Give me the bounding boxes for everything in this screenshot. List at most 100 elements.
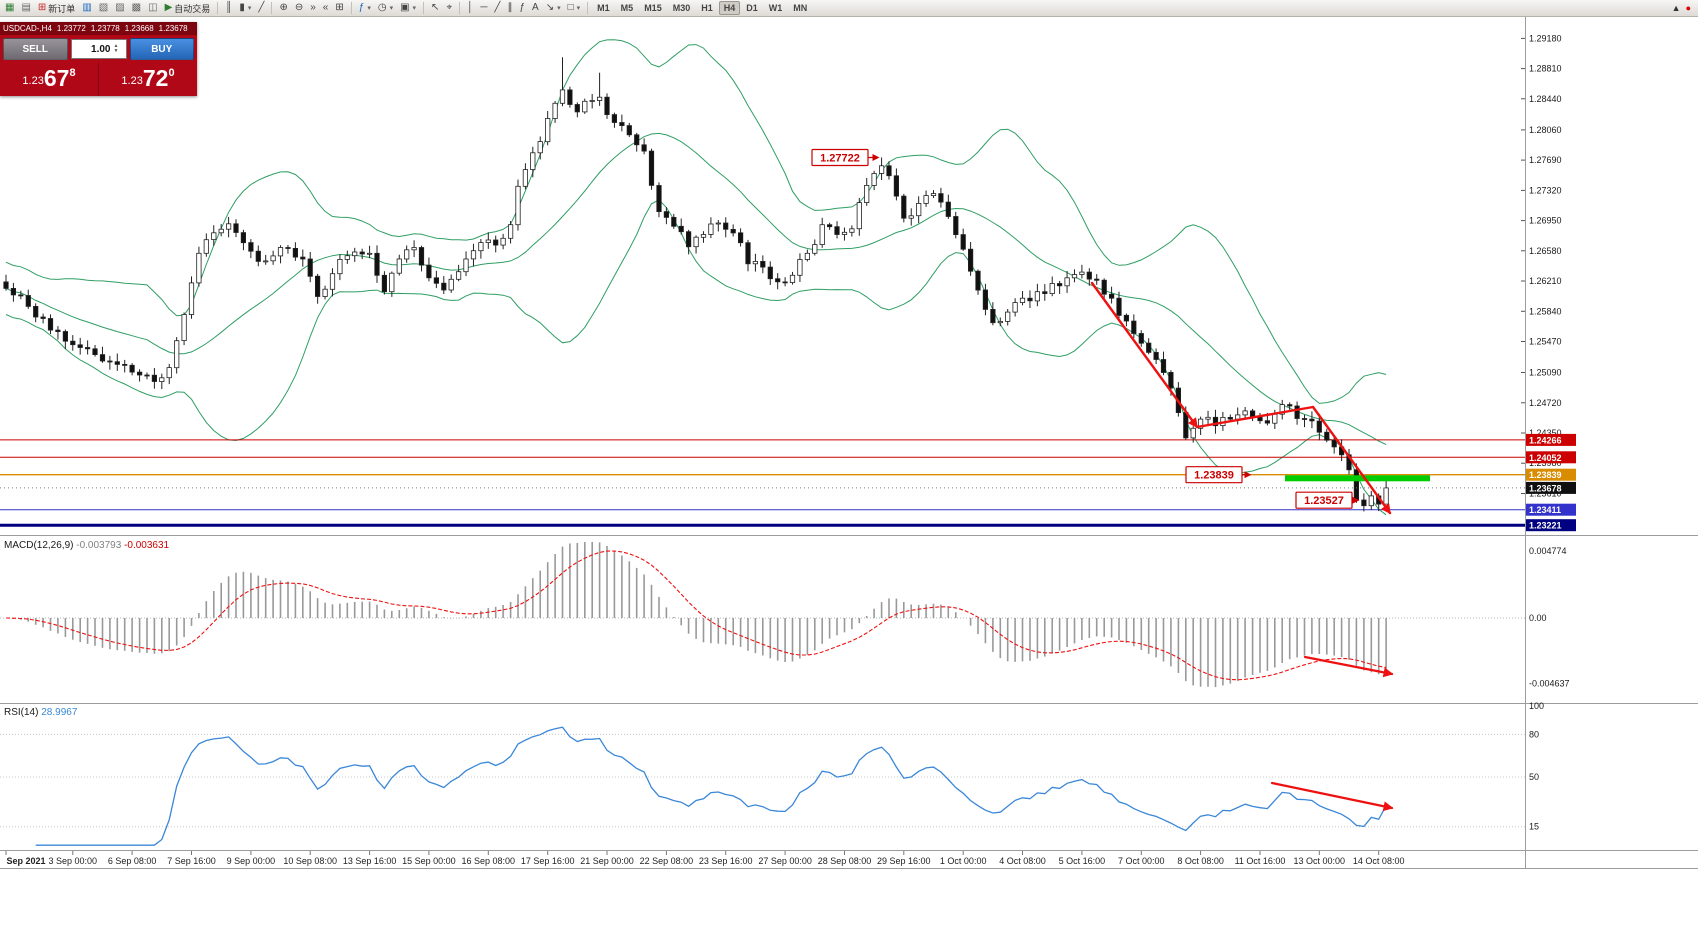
autotrading-button[interactable]: ▶ 自动交易 — [162, 1, 214, 15]
strategy-tester-icon: ◫ — [148, 2, 158, 13]
vertical-line-button[interactable]: │ — [464, 1, 476, 15]
time-axis-label: 7 Oct 00:00 — [1118, 856, 1165, 866]
spinner-up-icon[interactable]: ▲ — [113, 43, 119, 49]
timeframe-h1-button[interactable]: H1 — [701, 3, 713, 13]
time-axis-label: 29 Sep 16:00 — [877, 856, 931, 866]
candlestick-chart-button[interactable]: ▮ ▾ — [236, 1, 254, 15]
profiles-icon: ▤ — [21, 2, 31, 13]
ask-price[interactable]: 1.23 72 0 — [99, 63, 197, 96]
chart-title-bar: USDCAD-,H4 1.23772 1.23778 1.23668 1.236… — [0, 22, 197, 35]
data-window-button[interactable]: ▧ — [96, 1, 111, 15]
line-chart-icon: ╱ — [258, 2, 265, 13]
toolbar-separator — [423, 2, 425, 14]
price-tag-1.24052: 1.24052 — [1529, 453, 1562, 463]
price-chart[interactable]: 1.29180 1.28810 1.28440 1.28060 1.27690 1.273… — [0, 17, 1698, 938]
scroll-up-icon[interactable]: ▲ — [1671, 3, 1681, 13]
tile-windows-button[interactable]: ⊞ — [332, 1, 346, 15]
arrow-tool-icon: ↘ — [545, 2, 555, 13]
price-axis-label: 1.27690 — [1529, 155, 1562, 165]
arrow-tool-button[interactable]: ↘ ▾ — [543, 1, 564, 15]
time-axis-label: 6 Sep 08:00 — [108, 856, 157, 866]
price-tag-1.23221: 1.23221 — [1529, 521, 1562, 531]
zoom-in-button[interactable]: ⊕ — [276, 1, 290, 15]
trendline-button[interactable]: ╱ — [491, 1, 503, 15]
chart-shift-button[interactable]: « — [320, 1, 332, 15]
rsi-axis-label: 50 — [1529, 772, 1539, 782]
time-axis-label: 13 Oct 00:00 — [1294, 856, 1346, 866]
ohlc-low: 1.23668 — [124, 24, 154, 33]
rsi-axis-label: 100 — [1529, 701, 1544, 711]
templates-button[interactable]: ▣ ▾ — [397, 1, 419, 15]
spinner-down-icon[interactable]: ▼ — [113, 48, 119, 54]
new-order-button[interactable]: ⊞ 新订单 — [35, 1, 78, 15]
channel-button[interactable]: ∥ — [504, 1, 515, 15]
green-support-segment[interactable] — [1285, 475, 1430, 482]
trend-arrows — [1090, 281, 1394, 812]
dropdown-caret-icon: ▾ — [576, 5, 581, 12]
time-axis-label: 9 Sep 00:00 — [227, 856, 276, 866]
timeframe-mn-button[interactable]: MN — [793, 3, 808, 13]
volume-spinner[interactable]: ▲ ▼ — [112, 44, 121, 54]
cursor-icon: ↖ — [431, 2, 440, 13]
macd-caption: MACD(12,26,9) -0.003793 -0.003631 — [4, 540, 170, 551]
callout-1.27722[interactable]: 1.27722 — [820, 153, 860, 165]
price-axis-label: 1.27320 — [1529, 185, 1562, 195]
rsi-trend-arrow[interactable] — [1270, 781, 1394, 812]
callout-1.23527[interactable]: 1.23527 — [1304, 495, 1344, 507]
horizontal-line-icon: ─ — [480, 2, 488, 13]
candlestick-chart-icon: ▮ — [239, 2, 245, 13]
cursor-button[interactable]: ↖ — [428, 1, 442, 15]
zoom-out-button[interactable]: ⊖ — [292, 1, 306, 15]
periods-button[interactable]: ◷ ▾ — [375, 1, 396, 15]
timeframe-w1-button[interactable]: W1 — [768, 3, 783, 13]
time-axis[interactable]: Sep 2021 3 Sep 00:00 6 Sep 08:00 7 Sep 16:0… — [5, 851, 1404, 866]
volume-input[interactable] — [71, 43, 112, 55]
price-axis-label: 1.25840 — [1529, 306, 1562, 316]
timeframe-m1-button[interactable]: M1 — [597, 3, 610, 13]
ohlc-close: 1.23678 — [158, 24, 188, 33]
bollinger-middle-band — [5, 132, 1387, 446]
timeframe-m5-button[interactable]: M5 — [620, 3, 634, 13]
trend-arrow-segment[interactable] — [1090, 281, 1199, 429]
price-axis-label: 1.24720 — [1529, 398, 1562, 408]
dropdown-caret-icon: ▾ — [367, 5, 371, 12]
auto-scroll-button[interactable]: » — [307, 1, 319, 15]
trend-arrow-segment[interactable] — [1195, 405, 1315, 429]
crosshair-icon: ⌖ — [446, 2, 453, 13]
bid-sup: 8 — [69, 67, 76, 79]
macd-trend-arrow[interactable] — [1303, 655, 1394, 678]
timeframe-h4-button[interactable]: H4 — [718, 1, 741, 15]
price-axis-label: 1.28810 — [1529, 64, 1562, 74]
text-label-icon: A — [532, 2, 539, 13]
crosshair-button[interactable]: ⌖ — [443, 1, 455, 15]
bar-chart-button[interactable]: ║ — [222, 1, 235, 15]
record-icon[interactable]: ● — [1685, 3, 1691, 13]
strategy-tester-button[interactable]: ◫ — [145, 1, 160, 15]
profiles-button[interactable]: ▤ — [18, 1, 33, 15]
sell-button[interactable]: SELL — [3, 38, 68, 60]
indicators-button[interactable]: ƒ ▾ — [356, 1, 374, 15]
new-chart-button[interactable]: ▦ — [2, 1, 17, 15]
toolbar-separator — [217, 2, 219, 14]
shapes-button[interactable]: □ ▾ — [565, 1, 584, 15]
timeframe-m15-button[interactable]: M15 — [644, 3, 662, 13]
market-watch-button[interactable]: ▥ — [79, 1, 94, 15]
navigator-button[interactable]: ▨ — [112, 1, 127, 15]
buy-button[interactable]: BUY — [129, 38, 194, 60]
timeframe-m30-button[interactable]: M30 — [672, 3, 691, 13]
trend-arrow-segment[interactable] — [1311, 405, 1392, 515]
volume-field: ▲ ▼ — [70, 39, 127, 59]
zoom-out-icon: ⊖ — [294, 2, 304, 13]
bid-price[interactable]: 1.23 67 8 — [0, 63, 99, 96]
line-chart-button[interactable]: ╱ — [255, 1, 267, 15]
macd-axis-label: 0.00 — [1529, 613, 1547, 623]
dropdown-caret-icon: ▾ — [247, 5, 252, 12]
time-axis-label: 21 Sep 00:00 — [580, 856, 634, 866]
templates-icon: ▣ — [400, 2, 410, 13]
timeframe-d1-button[interactable]: D1 — [746, 3, 758, 13]
horizontal-line-button[interactable]: ─ — [477, 1, 490, 15]
terminal-button[interactable]: ▩ — [129, 1, 144, 15]
fibonacci-button[interactable]: ƒ — [516, 1, 528, 15]
text-label-button[interactable]: A — [529, 1, 542, 15]
callout-1.23839[interactable]: 1.23839 — [1194, 470, 1234, 482]
